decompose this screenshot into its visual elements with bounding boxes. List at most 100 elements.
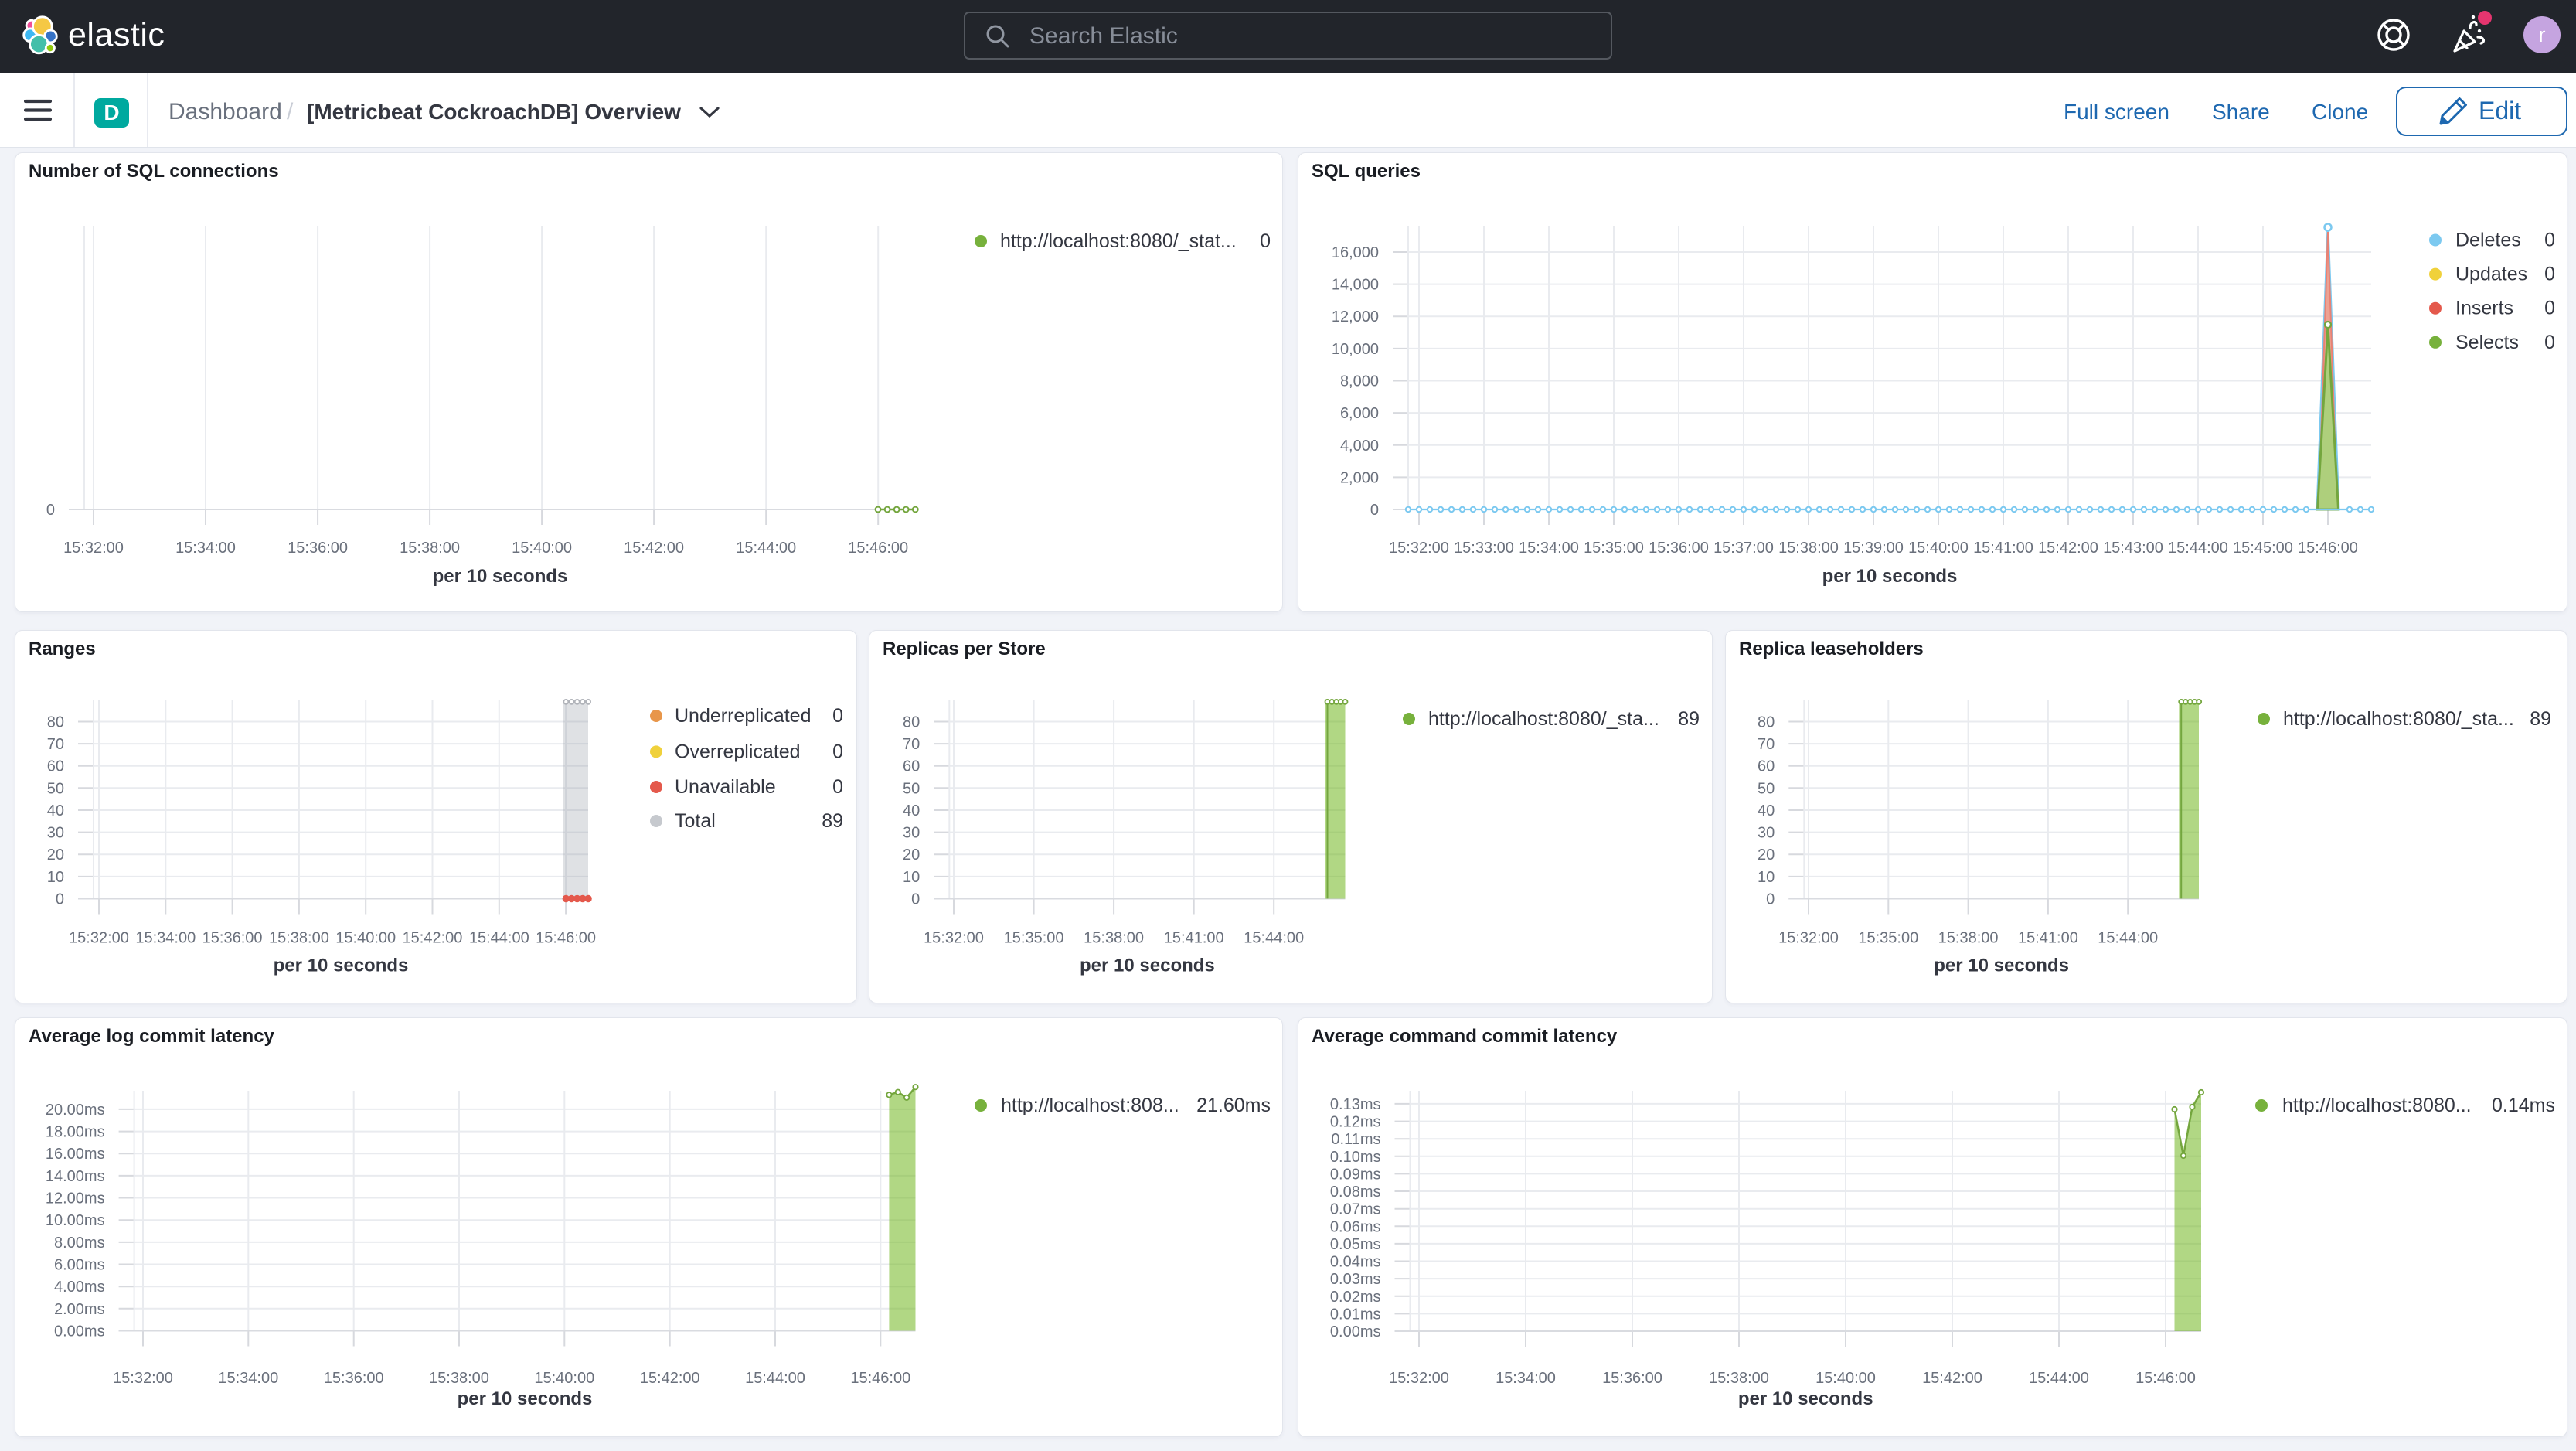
svg-text:15:34:00: 15:34:00: [175, 540, 236, 557]
svg-text:70: 70: [1758, 736, 1775, 753]
svg-text:6,000: 6,000: [1340, 405, 1379, 422]
svg-text:15:34:00: 15:34:00: [1496, 1370, 1556, 1387]
svg-text:0.02ms: 0.02ms: [1330, 1289, 1381, 1306]
svg-text:15:46:00: 15:46:00: [848, 540, 908, 557]
svg-text:0: 0: [2544, 264, 2555, 285]
svg-text:40: 40: [903, 802, 920, 819]
svg-text:15:35:00: 15:35:00: [1858, 930, 1918, 947]
svg-text:30: 30: [1758, 825, 1775, 842]
svg-text:0.12ms: 0.12ms: [1330, 1114, 1381, 1131]
svg-text:15:42:00: 15:42:00: [624, 540, 684, 557]
svg-text:20: 20: [1758, 846, 1775, 863]
svg-text:0.04ms: 0.04ms: [1330, 1254, 1381, 1271]
svg-text:15:44:00: 15:44:00: [2168, 540, 2228, 557]
svg-text:Deletes: Deletes: [2455, 230, 2521, 251]
svg-text:60: 60: [903, 758, 920, 775]
svg-text:15:43:00: 15:43:00: [2103, 540, 2163, 557]
svg-text:10: 10: [47, 869, 64, 886]
svg-text:15:40:00: 15:40:00: [1908, 540, 1969, 557]
svg-text:per 10 seconds: per 10 seconds: [274, 955, 409, 976]
svg-text:0: 0: [832, 776, 843, 798]
svg-text:15:42:00: 15:42:00: [2038, 540, 2098, 557]
svg-text:0.14ms: 0.14ms: [2492, 1095, 2555, 1116]
svg-text:0.13ms: 0.13ms: [1330, 1096, 1381, 1113]
svg-text:30: 30: [903, 825, 920, 842]
svg-text:15:34:00: 15:34:00: [218, 1370, 278, 1387]
svg-text:15:36:00: 15:36:00: [1602, 1370, 1662, 1387]
svg-text:15:38:00: 15:38:00: [1084, 930, 1144, 947]
svg-text:15:40:00: 15:40:00: [1815, 1370, 1876, 1387]
svg-text:80: 80: [903, 714, 920, 731]
svg-text:15:32:00: 15:32:00: [924, 930, 984, 947]
svg-text:0: 0: [56, 891, 64, 908]
svg-text:15:44:00: 15:44:00: [745, 1370, 805, 1387]
svg-text:per 10 seconds: per 10 seconds: [458, 1388, 593, 1409]
svg-text:Updates: Updates: [2455, 264, 2527, 285]
svg-text:70: 70: [903, 736, 920, 753]
svg-text:10.00ms: 10.00ms: [46, 1212, 105, 1229]
svg-text:http://localhost:8080/_stat...: http://localhost:8080/_stat...: [1000, 230, 1237, 252]
svg-text:Total: Total: [675, 810, 716, 832]
svg-text:20.00ms: 20.00ms: [46, 1102, 105, 1119]
svg-text:15:40:00: 15:40:00: [335, 930, 396, 947]
svg-text:15:37:00: 15:37:00: [1713, 540, 1774, 557]
svg-text:0.01ms: 0.01ms: [1330, 1306, 1381, 1323]
svg-text:14,000: 14,000: [1332, 277, 1379, 294]
svg-text:15:40:00: 15:40:00: [512, 540, 572, 557]
svg-text:0.08ms: 0.08ms: [1330, 1184, 1381, 1201]
svg-text:per 10 seconds: per 10 seconds: [1934, 955, 2069, 976]
svg-text:30: 30: [47, 825, 64, 842]
svg-text:80: 80: [47, 714, 64, 731]
svg-text:0: 0: [2544, 332, 2555, 353]
svg-text:http://localhost:8080...: http://localhost:8080...: [2282, 1095, 2472, 1116]
svg-text:50: 50: [1758, 780, 1775, 797]
svg-text:15:38:00: 15:38:00: [269, 930, 329, 947]
svg-text:15:46:00: 15:46:00: [2135, 1370, 2196, 1387]
svg-text:15:40:00: 15:40:00: [534, 1370, 594, 1387]
svg-text:15:42:00: 15:42:00: [403, 930, 463, 947]
svg-text:15:32:00: 15:32:00: [1778, 930, 1839, 947]
svg-text:0: 0: [832, 705, 843, 727]
svg-text:15:38:00: 15:38:00: [1778, 540, 1839, 557]
svg-text:0.09ms: 0.09ms: [1330, 1166, 1381, 1183]
svg-text:15:35:00: 15:35:00: [1004, 930, 1064, 947]
svg-text:50: 50: [47, 780, 64, 797]
svg-text:15:38:00: 15:38:00: [1709, 1370, 1769, 1387]
svg-text:4,000: 4,000: [1340, 438, 1379, 455]
svg-text:15:32:00: 15:32:00: [69, 930, 129, 947]
svg-text:89: 89: [2530, 708, 2551, 730]
svg-text:89: 89: [822, 810, 843, 832]
svg-text:0: 0: [2544, 298, 2555, 319]
svg-text:http://localhost:808...: http://localhost:808...: [1001, 1095, 1179, 1116]
svg-text:15:34:00: 15:34:00: [135, 930, 196, 947]
svg-text:15:44:00: 15:44:00: [2098, 930, 2158, 947]
svg-text:http://localhost:8080/_sta...: http://localhost:8080/_sta...: [1428, 708, 1659, 730]
svg-text:15:46:00: 15:46:00: [850, 1370, 910, 1387]
svg-text:80: 80: [1758, 714, 1775, 731]
svg-text:2,000: 2,000: [1340, 469, 1379, 486]
svg-text:0.00ms: 0.00ms: [1330, 1323, 1381, 1340]
svg-text:40: 40: [1758, 802, 1775, 819]
svg-text:15:41:00: 15:41:00: [2018, 930, 2078, 947]
svg-text:20: 20: [903, 846, 920, 863]
svg-text:0: 0: [2544, 230, 2555, 251]
svg-text:10,000: 10,000: [1332, 341, 1379, 358]
svg-text:15:41:00: 15:41:00: [1164, 930, 1224, 947]
svg-text:15:44:00: 15:44:00: [469, 930, 529, 947]
svg-text:15:38:00: 15:38:00: [1938, 930, 1999, 947]
svg-text:15:44:00: 15:44:00: [736, 540, 796, 557]
svg-text:15:44:00: 15:44:00: [2029, 1370, 2089, 1387]
svg-text:0: 0: [1370, 502, 1379, 519]
svg-text:12,000: 12,000: [1332, 308, 1379, 325]
svg-text:15:46:00: 15:46:00: [536, 930, 596, 947]
svg-text:15:36:00: 15:36:00: [202, 930, 263, 947]
svg-text:50: 50: [903, 780, 920, 797]
svg-text:15:41:00: 15:41:00: [1973, 540, 2033, 557]
svg-text:15:33:00: 15:33:00: [1454, 540, 1514, 557]
svg-text:15:42:00: 15:42:00: [1922, 1370, 1982, 1387]
svg-text:per 10 seconds: per 10 seconds: [1080, 955, 1215, 976]
svg-text:Inserts: Inserts: [2455, 298, 2513, 319]
svg-text:0: 0: [832, 741, 843, 762]
svg-text:89: 89: [1678, 708, 1700, 730]
svg-text:15:39:00: 15:39:00: [1843, 540, 1904, 557]
